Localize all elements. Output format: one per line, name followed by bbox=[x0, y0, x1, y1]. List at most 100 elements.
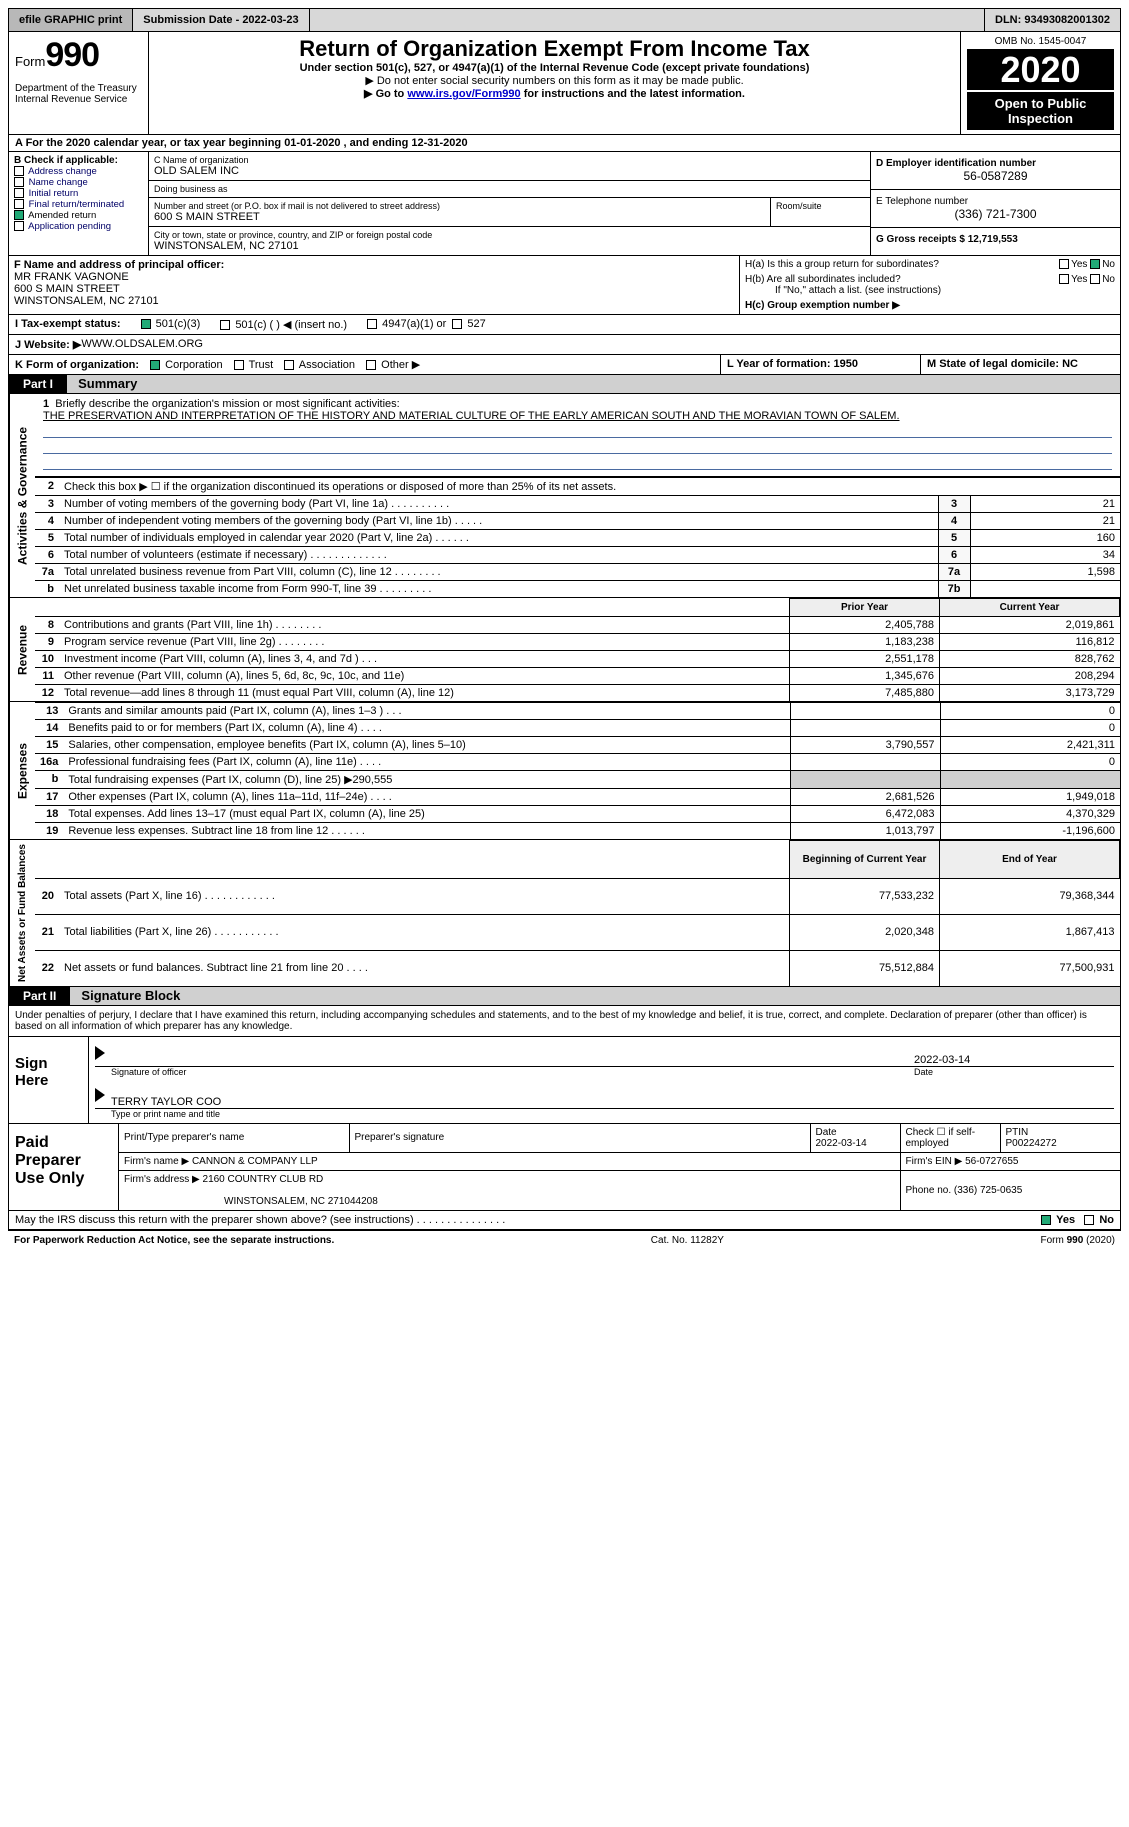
efile-print-label[interactable]: efile GRAPHIC print bbox=[9, 9, 133, 31]
department-label: Department of the Treasury Internal Reve… bbox=[15, 83, 142, 105]
org-name: OLD SALEM INC bbox=[154, 165, 865, 177]
sign-here-label: Sign Here bbox=[9, 1037, 89, 1123]
begin-year-header: Beginning of Current Year bbox=[790, 840, 940, 878]
expense-line-15: 15Salaries, other compensation, employee… bbox=[35, 736, 1120, 753]
527-checkbox[interactable] bbox=[452, 319, 462, 329]
telephone-value: (336) 721-7300 bbox=[876, 207, 1115, 221]
preparer-table: Print/Type preparer's name Preparer's si… bbox=[119, 1124, 1120, 1210]
gross-receipts: G Gross receipts $ 12,719,553 bbox=[876, 234, 1115, 245]
check-initial-return: Initial return bbox=[14, 188, 143, 199]
other-checkbox[interactable] bbox=[366, 360, 376, 370]
part1-header: Part I Summary bbox=[8, 375, 1121, 394]
expenses-vlabel: Expenses bbox=[9, 702, 35, 839]
form-subtitle: Under section 501(c), 527, or 4947(a)(1)… bbox=[155, 62, 954, 74]
form-label-footer: Form 990 (2020) bbox=[1041, 1235, 1115, 1246]
part2-header: Part II Signature Block bbox=[8, 987, 1121, 1006]
expense-line-18: 18Total expenses. Add lines 13–17 (must … bbox=[35, 805, 1120, 822]
check-if-applicable: B Check if applicable: Address change Na… bbox=[9, 152, 149, 255]
expense-line-13: 13Grants and similar amounts paid (Part … bbox=[35, 702, 1120, 719]
discuss-yes-checkbox[interactable] bbox=[1041, 1215, 1051, 1225]
assoc-checkbox[interactable] bbox=[284, 360, 294, 370]
firm-phone: Phone no. (336) 725-0635 bbox=[900, 1170, 1120, 1210]
net-line-21: 21Total liabilities (Part X, line 26) . … bbox=[35, 914, 1120, 950]
form-of-org-row: K Form of organization: Corporation Trus… bbox=[8, 355, 1121, 375]
page-footer: For Paperwork Reduction Act Notice, see … bbox=[8, 1230, 1121, 1250]
ha-question: H(a) Is this a group return for subordin… bbox=[745, 259, 1115, 270]
identity-block: B Check if applicable: Address change Na… bbox=[8, 152, 1121, 256]
applicable-checkbox[interactable] bbox=[14, 177, 24, 187]
irs-discuss-row: May the IRS discuss this return with the… bbox=[8, 1211, 1121, 1230]
501c-checkbox[interactable] bbox=[220, 320, 230, 330]
open-inspection-label: Open to Public Inspection bbox=[967, 92, 1114, 130]
preparer-sig-label: Preparer's signature bbox=[349, 1124, 810, 1153]
ha-no-checkbox[interactable] bbox=[1090, 259, 1100, 269]
ha-yes-checkbox[interactable] bbox=[1059, 259, 1069, 269]
paid-preparer-block: Paid Preparer Use Only Print/Type prepar… bbox=[8, 1124, 1121, 1211]
revenue-line-10: 10Investment income (Part VIII, column (… bbox=[35, 650, 1120, 667]
gov-line-6: 6Total number of volunteers (estimate if… bbox=[35, 546, 1120, 563]
firm-ein: Firm's EIN ▶ 56-0727655 bbox=[900, 1152, 1120, 1170]
current-year-header: Current Year bbox=[940, 598, 1120, 616]
revenue-line-11: 11Other revenue (Part VIII, column (A), … bbox=[35, 667, 1120, 684]
revenue-vlabel: Revenue bbox=[9, 598, 35, 701]
discuss-no-checkbox[interactable] bbox=[1084, 1215, 1094, 1225]
self-employed-check: Check ☐ if self-employed bbox=[900, 1124, 1000, 1153]
arrow-icon bbox=[95, 1088, 105, 1102]
expense-line-17: 17Other expenses (Part IX, column (A), l… bbox=[35, 788, 1120, 805]
city-state-zip: WINSTONSALEM, NC 27101 bbox=[154, 240, 865, 252]
governance-vlabel: Activities & Governance bbox=[9, 394, 35, 597]
preparer-date: Date 2022-03-14 bbox=[810, 1124, 900, 1153]
mission-text: THE PRESERVATION AND INTERPRETATION OF T… bbox=[43, 410, 900, 422]
applicable-checkbox[interactable] bbox=[14, 210, 24, 220]
check-amended-return: Amended return bbox=[14, 210, 143, 221]
4947-checkbox[interactable] bbox=[367, 319, 377, 329]
governance-section: Activities & Governance 1 Briefly descri… bbox=[8, 394, 1121, 598]
arrow-icon bbox=[95, 1046, 105, 1060]
state-domicile: M State of legal domicile: NC bbox=[920, 355, 1120, 374]
revenue-line-12: 12Total revenue—add lines 8 through 11 (… bbox=[35, 684, 1120, 701]
omb-number: OMB No. 1545-0047 bbox=[967, 36, 1114, 50]
revenue-section: Revenue Prior Year Current Year 8Contrib… bbox=[8, 598, 1121, 702]
officer-signed-name: TERRY TAYLOR COO bbox=[111, 1096, 914, 1108]
gov-line-5: 5Total number of individuals employed in… bbox=[35, 529, 1120, 546]
signature-declaration: Under penalties of perjury, I declare th… bbox=[8, 1006, 1121, 1036]
ptin: PTIN P00224272 bbox=[1000, 1124, 1120, 1153]
applicable-checkbox[interactable] bbox=[14, 221, 24, 231]
net-line-20: 20Total assets (Part X, line 16) . . . .… bbox=[35, 878, 1120, 914]
firm-name: Firm's name ▶ CANNON & COMPANY LLP bbox=[119, 1152, 900, 1170]
pra-notice: For Paperwork Reduction Act Notice, see … bbox=[14, 1235, 334, 1246]
ein-label: D Employer identification number bbox=[876, 158, 1115, 169]
501c3-checkbox[interactable] bbox=[141, 319, 151, 329]
irs-link[interactable]: www.irs.gov/Form990 bbox=[407, 88, 520, 100]
signature-block: Sign Here 2022-03-14 Signature of office… bbox=[8, 1036, 1121, 1124]
net-assets-section: Net Assets or Fund Balances Beginning of… bbox=[8, 840, 1121, 987]
street-address: 600 S MAIN STREET bbox=[154, 211, 765, 223]
form-note-ssn: ▶ Do not enter social security numbers o… bbox=[155, 74, 954, 87]
applicable-checkbox[interactable] bbox=[14, 199, 24, 209]
gov-line-b: bNet unrelated business taxable income f… bbox=[35, 580, 1120, 597]
trust-checkbox[interactable] bbox=[234, 360, 244, 370]
dba-label: Doing business as bbox=[154, 184, 865, 194]
catalog-number: Cat. No. 11282Y bbox=[651, 1235, 724, 1246]
form-note-link: ▶ Go to www.irs.gov/Form990 for instruct… bbox=[155, 87, 954, 100]
expense-line-19: 19Revenue less expenses. Subtract line 1… bbox=[35, 822, 1120, 839]
expenses-table: 13Grants and similar amounts paid (Part … bbox=[35, 702, 1120, 839]
prior-year-header: Prior Year bbox=[790, 598, 940, 616]
ein-value: 56-0587289 bbox=[876, 169, 1115, 183]
website-row: J Website: ▶ WWW.OLDSALEM.ORG bbox=[8, 335, 1121, 355]
efile-topbar: efile GRAPHIC print Submission Date - 20… bbox=[8, 8, 1121, 32]
applicable-checkbox[interactable] bbox=[14, 166, 24, 176]
officer-addr1: 600 S MAIN STREET bbox=[14, 283, 734, 295]
hb-yes-checkbox[interactable] bbox=[1059, 274, 1069, 284]
expenses-section: Expenses 13Grants and similar amounts pa… bbox=[8, 702, 1121, 840]
hc-label: H(c) Group exemption number ▶ bbox=[745, 300, 1115, 311]
corp-checkbox[interactable] bbox=[150, 360, 160, 370]
street-label: Number and street (or P.O. box if mail i… bbox=[154, 201, 765, 211]
hb-no-checkbox[interactable] bbox=[1090, 274, 1100, 284]
paid-preparer-label: Paid Preparer Use Only bbox=[9, 1124, 119, 1210]
applicable-checkbox[interactable] bbox=[14, 188, 24, 198]
net-table: Beginning of Current Year End of Year 20… bbox=[35, 840, 1120, 986]
end-year-header: End of Year bbox=[940, 840, 1120, 878]
check-address-change: Address change bbox=[14, 166, 143, 177]
dln-label: DLN: 93493082001302 bbox=[984, 9, 1120, 31]
